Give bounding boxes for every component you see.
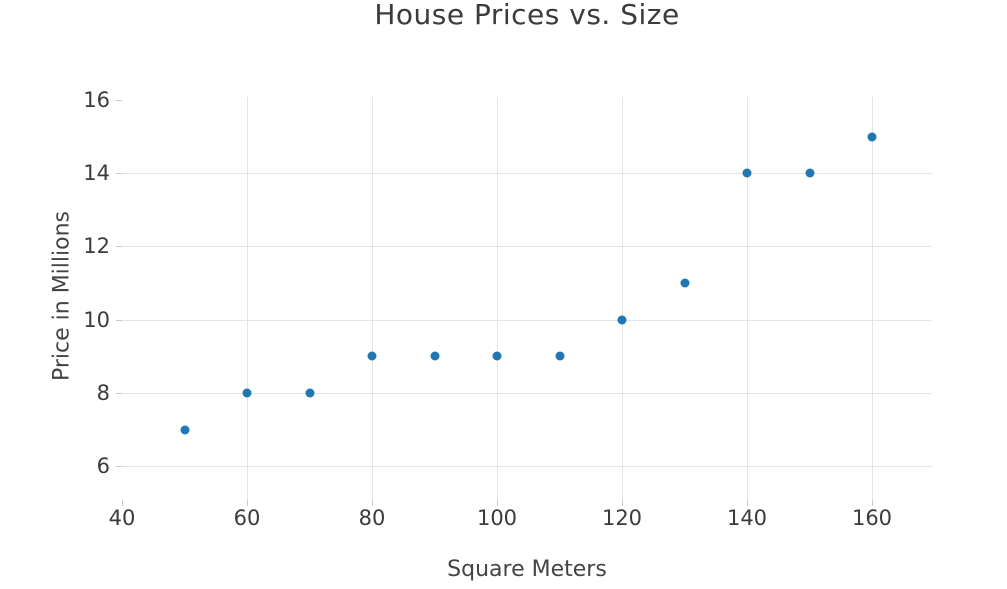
x-tick-mark	[247, 500, 248, 506]
chart-title: House Prices vs. Size	[374, 0, 680, 31]
y-tick-label: 10	[83, 307, 110, 332]
data-point	[617, 315, 627, 325]
data-point	[242, 388, 252, 398]
y-tick-label: 12	[83, 234, 110, 259]
y-tick-label: 6	[96, 454, 110, 479]
data-point	[555, 351, 564, 361]
v-gridline	[247, 97, 248, 500]
h-gridline	[122, 466, 932, 468]
x-tick-label: 100	[476, 506, 518, 530]
x-tick-label: 40	[108, 506, 136, 530]
y-tick-mark	[116, 246, 122, 248]
y-axis-label: Price in Millions	[49, 210, 75, 382]
data-point	[492, 351, 502, 361]
data-point	[742, 168, 752, 178]
y-tick-label: 8	[96, 381, 110, 406]
h-gridline	[122, 319, 932, 321]
x-tick-label: 60	[233, 506, 261, 530]
x-axis-label: Square Meters	[447, 557, 607, 582]
v-gridline	[747, 97, 748, 500]
v-gridline	[622, 97, 623, 500]
v-gridline	[872, 97, 873, 500]
x-tick-label: 160	[851, 506, 893, 530]
data-point	[680, 278, 689, 288]
x-tick-mark	[372, 500, 373, 506]
x-tick-label: 80	[358, 506, 386, 530]
data-point	[430, 351, 439, 361]
y-tick-mark	[116, 319, 122, 321]
data-point	[180, 425, 189, 435]
x-tick-mark	[622, 500, 623, 506]
h-gridline	[122, 173, 932, 175]
x-tick-label: 140	[726, 506, 768, 530]
plot-area: 40 60 80 100 120 140 160 6 8 10 12 14 16	[83, 88, 932, 530]
x-tick-mark	[872, 500, 873, 506]
v-gridline	[372, 97, 373, 500]
h-gridline	[122, 246, 932, 248]
h-gridline	[122, 393, 932, 395]
y-tick-mark	[116, 393, 122, 395]
v-gridline	[497, 97, 498, 500]
x-tick-mark	[497, 500, 498, 506]
y-tick-mark	[116, 99, 122, 101]
x-tick-mark	[747, 500, 748, 506]
data-point	[805, 168, 814, 178]
data-point	[305, 388, 314, 398]
y-tick-label: 16	[83, 87, 110, 112]
y-tick-label: 14	[83, 161, 110, 186]
y-tick-mark	[116, 466, 122, 468]
x-tick-mark	[122, 500, 123, 506]
y-tick-mark	[116, 173, 122, 175]
x-tick-label: 120	[601, 506, 643, 530]
data-point	[367, 351, 377, 361]
data-point	[867, 132, 877, 142]
